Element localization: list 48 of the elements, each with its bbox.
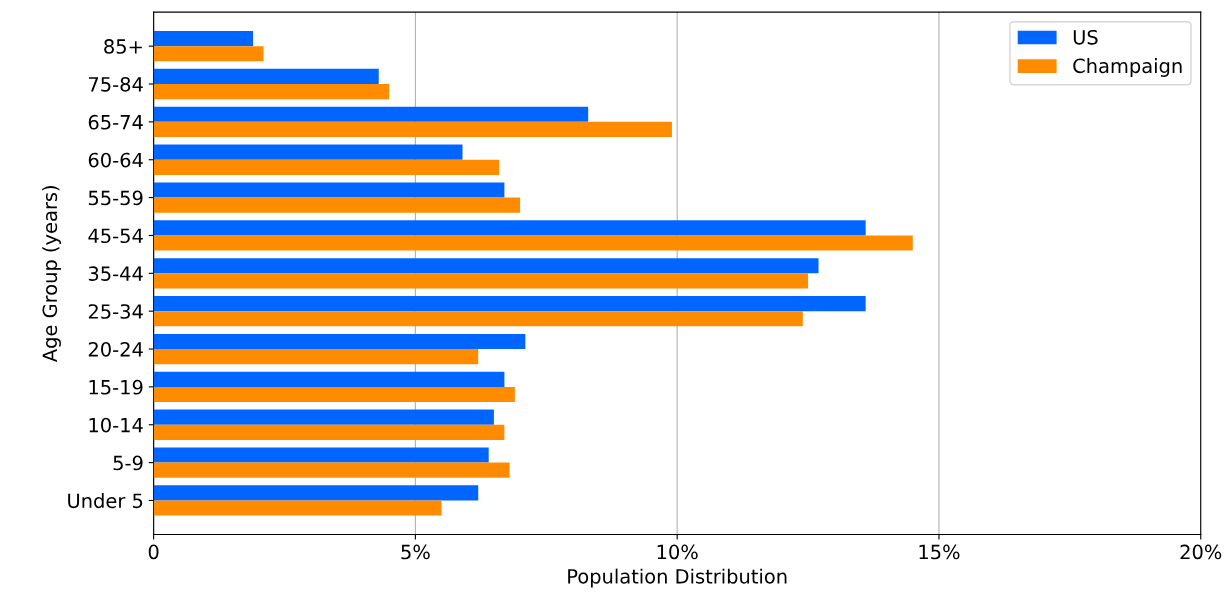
bar xyxy=(153,485,479,501)
y-tick-label: 20-24 xyxy=(88,341,143,357)
bar xyxy=(153,333,526,350)
x-tick-label: 20% xyxy=(1180,544,1222,560)
y-tick-label: Under 5 xyxy=(68,493,143,509)
legend-label: Champaign xyxy=(1073,58,1182,77)
x-tick-label: 15% xyxy=(919,544,960,560)
bar xyxy=(153,31,254,47)
bar xyxy=(153,296,866,312)
y-tick-label: 15-19 xyxy=(89,379,143,395)
x-tick-label: 10% xyxy=(657,544,698,560)
x-tick-label: 5% xyxy=(401,544,430,560)
bar xyxy=(153,349,479,365)
y-tick-label: 10-14 xyxy=(89,417,143,433)
bar xyxy=(153,121,672,138)
y-tick-label: 65-74 xyxy=(88,114,143,130)
bar xyxy=(153,311,803,327)
y-tick-label: 75-84 xyxy=(89,76,143,92)
y-tick-label: 25-34 xyxy=(88,304,143,319)
bar xyxy=(153,197,521,213)
bar xyxy=(153,84,390,100)
y-tick-label: 35-44 xyxy=(88,266,143,281)
bar xyxy=(153,371,505,387)
bar xyxy=(153,386,515,403)
x-axis-title: Population Distribution xyxy=(568,568,787,588)
bar xyxy=(153,273,809,289)
bar xyxy=(153,144,463,160)
y-tick-label: 5-9 xyxy=(113,455,143,471)
bar xyxy=(153,258,819,274)
bar xyxy=(153,447,489,463)
bar xyxy=(153,235,913,251)
y-tick-label: 55-59 xyxy=(88,190,143,206)
bar xyxy=(153,409,494,425)
y-tick-label: 60-64 xyxy=(88,152,143,168)
bar xyxy=(153,46,264,62)
y-axis-title: Age Group (years) xyxy=(42,186,61,363)
y-tick-label: 85+ xyxy=(104,39,142,54)
bar xyxy=(153,182,505,198)
x-tick-label: 0 xyxy=(148,544,159,560)
legend-label: US xyxy=(1073,29,1098,45)
y-tick-label: 45-54 xyxy=(88,228,143,244)
bar xyxy=(153,424,505,440)
bar xyxy=(153,500,442,516)
bar xyxy=(153,106,589,122)
bar xyxy=(153,159,500,175)
bar xyxy=(153,68,379,85)
bar xyxy=(153,220,866,236)
bar xyxy=(153,462,510,478)
